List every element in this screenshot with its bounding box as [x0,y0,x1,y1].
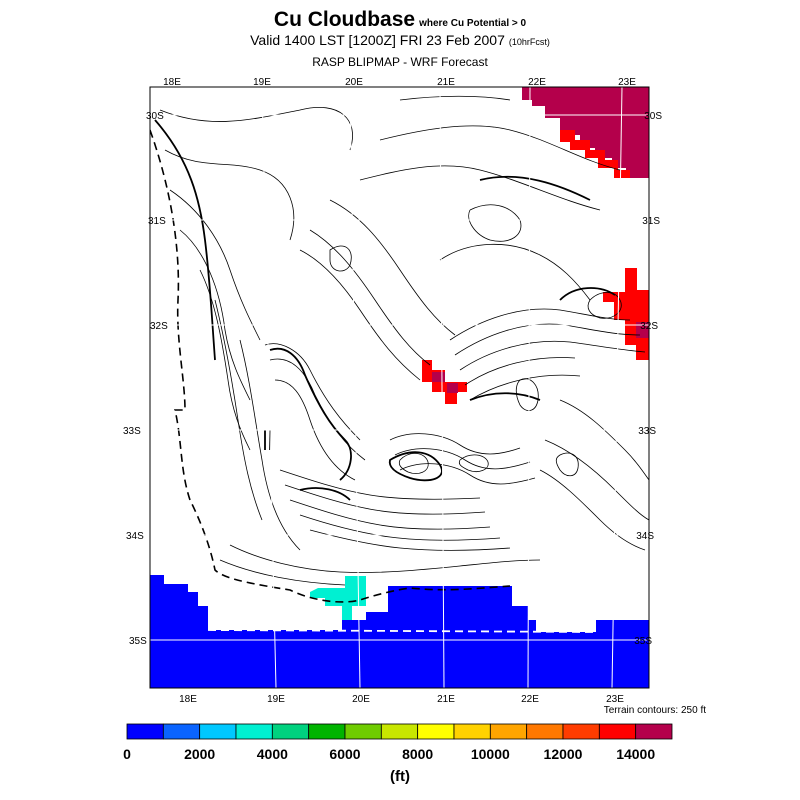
latlon-grid [150,87,649,688]
forecast-hours: (10hrFcst) [508,37,550,47]
lon-label: 19E [267,694,285,705]
lat-label: 32S [150,321,168,332]
color-scale-label: 6000 [329,746,360,762]
color-scale-label: 14000 [616,746,655,762]
color-swatch [308,723,346,740]
color-swatch [126,723,164,740]
lon-label: 18E [163,77,181,88]
terrain-contours [159,95,649,586]
coastline [150,129,511,603]
color-swatch [271,723,310,740]
lat-label: 34S [126,531,144,542]
color-scale-label: 2000 [184,746,215,762]
color-scale-labels: 0 2000 4000 6000 8000 10000 12000 14000 [123,746,655,762]
valid-time-text: Valid 1400 LST [1200Z] FRI 23 Feb 2007 [250,32,505,48]
top-longitude-labels: 18E 19E 20E 21E 22E 23E [163,77,636,88]
lat-label: 35S [129,636,147,647]
lon-label: 18E [179,694,197,705]
color-scale-label: 8000 [402,746,433,762]
forecast-source: RASP BLIPMAP - WRF Forecast [312,55,488,69]
title-qualifier: where Cu Potential > 0 [419,18,527,29]
lat-label: 33S [638,426,656,437]
terrain-contour-note: Terrain contours: 250 ft [603,705,706,716]
lat-label: 30S [644,111,662,122]
color-scale-label: 12000 [544,746,583,762]
color-swatch [344,723,382,740]
lon-label: 20E [345,77,363,88]
color-swatch [598,723,637,740]
color-swatch [199,723,237,740]
color-scale-label: 10000 [471,746,510,762]
color-scale-swatches [126,723,673,740]
lat-label: 31S [148,216,166,227]
lon-label: 20E [352,694,370,705]
map-frame [149,86,650,689]
cloudbase-low-south [150,575,649,688]
lat-label: 31S [642,216,660,227]
color-scale-label: 0 [123,746,131,762]
title-main: Cu Cloudbase [273,8,416,31]
color-swatch [489,723,528,740]
cloudbase-high-central [422,360,467,404]
cloudbase-cyan-patch [310,576,366,620]
valid-time: Valid 1400 LST [1200Z] FRI 23 Feb 2007 (1… [0,32,800,48]
color-swatch [526,723,564,740]
map-title: Cu Cloudbase where Cu Potential > 0 [0,8,800,32]
lat-label: 33S [123,426,141,437]
lon-label: 19E [253,77,271,88]
color-swatch [380,723,419,740]
color-swatch [417,723,455,740]
lon-label: 22E [528,77,546,88]
color-swatch [635,723,673,740]
lon-label: 23E [618,77,636,88]
lon-label: 23E [606,694,624,705]
color-scale-bar: 0 2000 4000 6000 8000 10000 12000 14000 [123,723,673,762]
bottom-longitude-labels: 18E 19E 20E 21E 22E 23E [179,694,624,705]
terrain-contours-major [154,119,616,501]
lat-label: 32S [640,321,658,332]
left-latitude-labels: 30S 31S 32S 33S 34S 35S [123,111,168,647]
right-latitude-labels: 30S 31S 32S 33S 34S 35S [634,111,662,647]
map-field [150,87,649,688]
color-scale-label: 4000 [257,746,288,762]
cloudbase-high-ne [522,87,649,178]
color-scale-units: (ft) [390,768,410,785]
color-swatch [235,723,273,740]
forecast-map: 18E 19E 20E 21E 22E 23E 18E 19E 20E 21E … [123,77,662,705]
color-swatch [453,723,491,740]
lon-label: 21E [437,694,455,705]
lat-label: 30S [146,111,164,122]
color-swatch [162,723,201,740]
cloudbase-high-east [603,268,649,360]
color-swatch [562,723,600,740]
lon-label: 21E [437,77,455,88]
lat-label: 34S [636,531,654,542]
lon-label: 22E [521,694,539,705]
lat-label: 35S [634,636,652,647]
